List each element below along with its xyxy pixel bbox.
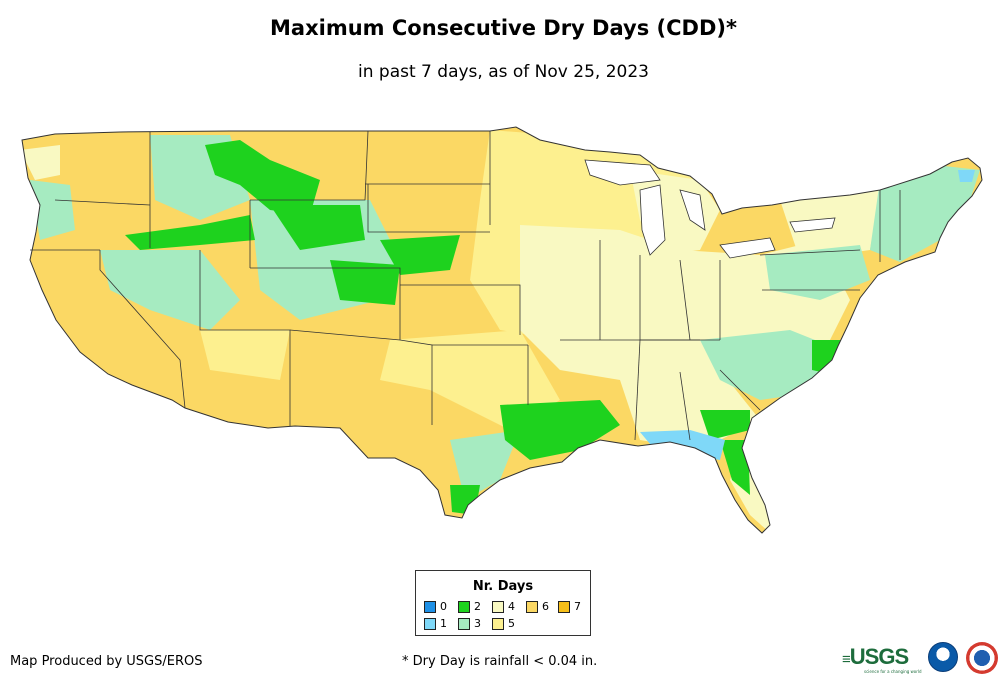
legend-swatch-1 bbox=[424, 618, 436, 630]
legend-item-4: 4 bbox=[492, 601, 515, 613]
zone-2-idaho-band bbox=[125, 215, 255, 250]
zone-2-gulf-coast bbox=[500, 400, 620, 460]
legend-swatch-2 bbox=[458, 601, 470, 613]
legend-item-0: 0 bbox=[424, 601, 447, 613]
legend-label-4: 4 bbox=[508, 600, 515, 613]
zone-3-oregon bbox=[30, 180, 75, 240]
legend-item-5: 5 bbox=[492, 618, 515, 630]
legend-label-3: 3 bbox=[474, 617, 481, 630]
footnote-text: * Dry Day is rainfall < 0.04 in. bbox=[402, 654, 598, 669]
zone-3-pennsylvania bbox=[765, 245, 870, 300]
legend-title: Nr. Days bbox=[472, 579, 534, 594]
map-subtitle: in past 7 days, as of Nov 25, 2023 bbox=[358, 62, 649, 82]
legend-item-1: 1 bbox=[424, 618, 447, 630]
legend-label-5: 5 bbox=[508, 617, 515, 630]
legend-label-0: 0 bbox=[440, 600, 447, 613]
legend-swatch-7 bbox=[558, 601, 570, 613]
credit-text: Map Produced by USGS/EROS bbox=[10, 654, 203, 669]
legend-item-7: 7 bbox=[558, 601, 581, 613]
agency-logos: ≡USGS science for a changing world bbox=[842, 638, 1002, 678]
legend-swatch-3 bbox=[458, 618, 470, 630]
legend-label-6: 6 bbox=[542, 600, 549, 613]
zone-5-four-corners bbox=[200, 330, 290, 380]
zone-2-wyoming bbox=[270, 205, 365, 250]
great-lakes bbox=[584, 159, 836, 259]
usgs-tagline: science for a changing world bbox=[864, 669, 922, 674]
legend-label-1: 1 bbox=[440, 617, 447, 630]
zone-4-nw-coast bbox=[22, 145, 60, 180]
zone-3-nevada-utah bbox=[100, 250, 240, 330]
zone-1-maine bbox=[958, 170, 975, 182]
nws-logo-icon bbox=[966, 642, 998, 674]
legend-swatch-4 bbox=[492, 601, 504, 613]
zone-3-new-england bbox=[870, 165, 980, 262]
legend-swatch-0 bbox=[424, 601, 436, 613]
zone-2-colorado bbox=[330, 260, 400, 305]
map-title: Maximum Consecutive Dry Days (CDD)* bbox=[270, 16, 737, 40]
legend-item-6: 6 bbox=[526, 601, 549, 613]
legend-item-2: 2 bbox=[458, 601, 481, 613]
zone-2-east-florida bbox=[720, 440, 750, 495]
legend-item-3: 3 bbox=[458, 618, 481, 630]
zone-2-montana bbox=[205, 140, 320, 215]
legend-label-2: 2 bbox=[474, 600, 481, 613]
zone-2-south-carolina bbox=[700, 410, 750, 440]
state-boundaries bbox=[30, 130, 901, 441]
zone-3-south-texas bbox=[450, 430, 520, 500]
legend-box: Nr. Days 0 1 2 3 4 5 6 7 bbox=[415, 570, 591, 636]
legend-label-7: 7 bbox=[574, 600, 581, 613]
usgs-logo: ≡USGS bbox=[842, 644, 909, 669]
usgs-logo-text: USGS bbox=[849, 644, 909, 669]
legend-swatch-5 bbox=[492, 618, 504, 630]
legend-swatch-6 bbox=[526, 601, 538, 613]
zone-2-outer-banks bbox=[812, 340, 845, 375]
noaa-logo-icon bbox=[928, 642, 958, 672]
